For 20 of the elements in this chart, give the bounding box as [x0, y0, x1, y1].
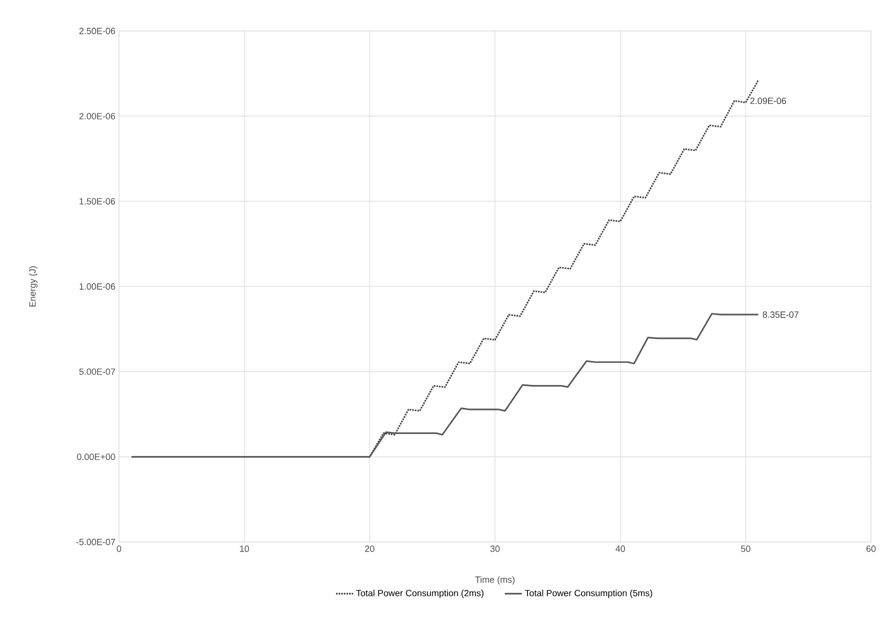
annotation: 8.35E-07	[762, 311, 798, 318]
x-tick-label: 40	[616, 546, 625, 552]
y-tick-label: 5.00E-07	[79, 368, 116, 375]
x-tick-label: 50	[741, 546, 750, 552]
annotation: 2.09E-06	[750, 98, 786, 104]
x-tick-label: 30	[490, 546, 500, 552]
x-tick-label: 60	[866, 546, 876, 552]
y-tick-label: 0.00E+00	[77, 454, 116, 460]
x-axis-title: Time (ms)	[475, 576, 515, 585]
legend-label: Total Power Consumption (5ms)	[524, 590, 652, 598]
y-tick-label: 2.00E-06	[79, 112, 116, 120]
y-tick-label: -5.00E-07	[76, 538, 116, 546]
y-axis-title: Energy (J)	[29, 266, 38, 307]
x-tick-label: 0	[116, 546, 122, 552]
legend-label: Total Power Consumption (2ms)	[356, 590, 484, 598]
y-tick-label: 1.50E-06	[80, 198, 116, 205]
x-tick-label: 20	[365, 546, 374, 552]
y-tick-label: 2.50E-06	[79, 28, 116, 34]
x-tick-label: 10	[240, 546, 249, 552]
y-tick-label: 1.00E-06	[80, 283, 116, 290]
